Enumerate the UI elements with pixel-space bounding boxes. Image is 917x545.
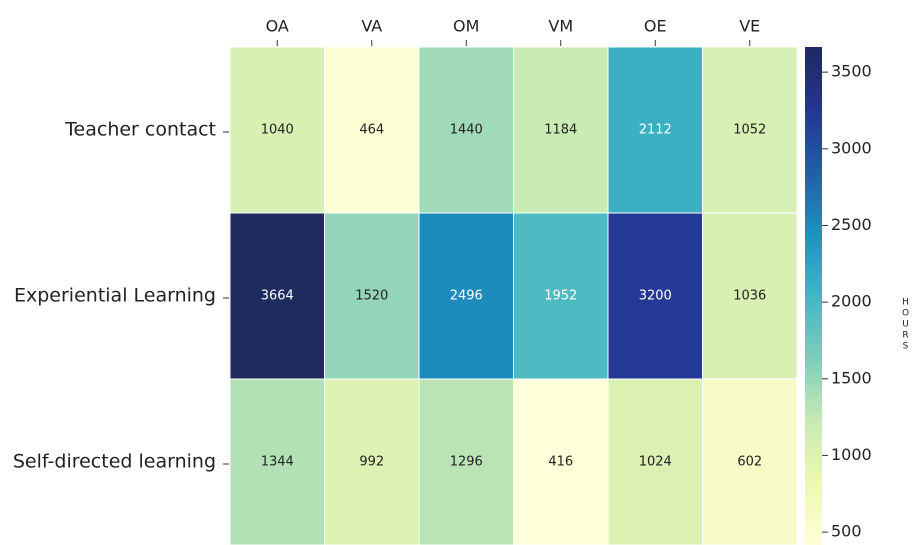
cell-value: 1024 [639,455,672,470]
cell-value: 2112 [639,123,672,138]
cell-value: 1952 [544,289,577,304]
colorbar-label: HOURS [901,298,911,353]
heatmap-cell [607,46,703,214]
x-tick-label: VM [548,17,573,36]
y-tick-label: Experiential Learning [14,285,216,307]
x-tick-label: OM [453,17,479,36]
colorbar-tick-label: 2000 [831,292,872,311]
cell-value: 1052 [733,123,766,138]
heatmap-cell [324,46,420,214]
heatmap-cell [229,46,325,214]
colorbar-tick-label: 2500 [831,215,872,234]
heatmap-cell [324,378,420,545]
cell-value: 1040 [261,123,294,138]
cell-value: 2496 [450,289,483,304]
cell-value: 1296 [450,455,483,470]
heatmap-cell [513,212,609,380]
colorbar-tick-label: 1500 [831,368,872,387]
heatmap-cell [418,46,514,214]
cell-value: 3200 [639,289,672,304]
cell-value: 464 [359,123,384,138]
heatmap-cell [702,212,798,380]
heatmap-cell [513,46,609,214]
cell-value: 1520 [355,289,388,304]
cell-value: 416 [548,455,573,470]
y-tick-label: Teacher contact [64,119,216,141]
heatmap-cell [229,378,325,545]
colorbar-tick-label: 3000 [831,138,872,157]
x-tick-label: VE [739,17,760,36]
heatmap-cell [607,378,703,545]
heatmap-cell [513,378,609,545]
colorbar-tick-label: 3500 [831,62,872,81]
colorbar-tick-label: 500 [831,522,862,541]
heatmap-cell [702,46,798,214]
heatmap-cell [702,378,798,545]
cell-value: 1440 [450,123,483,138]
cell-value: 602 [737,455,762,470]
colorbar-tick-label: 1000 [831,445,872,464]
heatmap-cell [324,212,420,380]
x-tick-label: OE [644,17,667,36]
cell-value: 3664 [261,289,294,304]
colorbar [805,47,822,545]
cell-value: 1344 [261,455,294,470]
cell-value: 992 [359,455,384,470]
cell-value: 1184 [544,123,577,138]
x-tick-label: VA [361,17,382,36]
y-tick-label: Self-directed learning [13,451,216,473]
heatmap-cell [418,378,514,545]
x-tick-label: OA [266,17,289,36]
cell-value: 1036 [733,289,766,304]
